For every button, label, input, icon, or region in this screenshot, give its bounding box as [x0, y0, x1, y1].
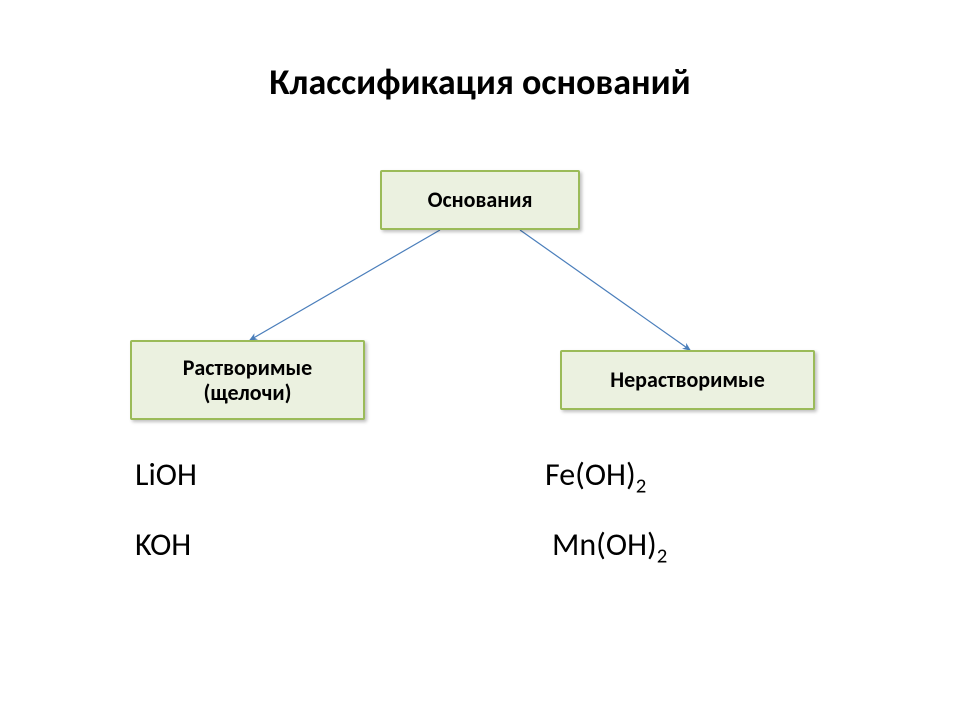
node-left-line1: Растворимые: [183, 354, 313, 381]
node-left: Растворимые (щелочи): [130, 340, 365, 420]
formula-koh-base: KOH: [135, 525, 191, 564]
edge-0: [250, 230, 440, 340]
node-right: Нерастворимые: [560, 350, 815, 410]
formula-feoh2-sub: 2: [636, 472, 647, 498]
node-left-line2: (щелочи): [203, 379, 291, 406]
formula-lioh-base: LiOH: [135, 455, 197, 494]
formula-mnoh2-sub: 2: [657, 542, 668, 568]
formula-lioh: LiOH: [135, 455, 197, 494]
formula-feoh2-base: Fe(OH): [545, 455, 636, 494]
formula-mnoh2: Mn(OH)2: [552, 525, 667, 568]
formula-feoh2: Fe(OH)2: [545, 455, 646, 498]
slide: Классификация оснований Основания Раство…: [0, 0, 960, 720]
formula-koh: KOH: [135, 525, 191, 564]
formula-mnoh2-base: Mn(OH): [552, 525, 657, 564]
edge-1: [520, 230, 690, 350]
node-right-label: Нерастворимые: [610, 367, 765, 392]
node-root: Основания: [380, 170, 580, 230]
node-left-label: Растворимые (щелочи): [183, 355, 313, 406]
node-root-label: Основания: [428, 187, 533, 212]
page-title: Классификация оснований: [0, 60, 960, 104]
